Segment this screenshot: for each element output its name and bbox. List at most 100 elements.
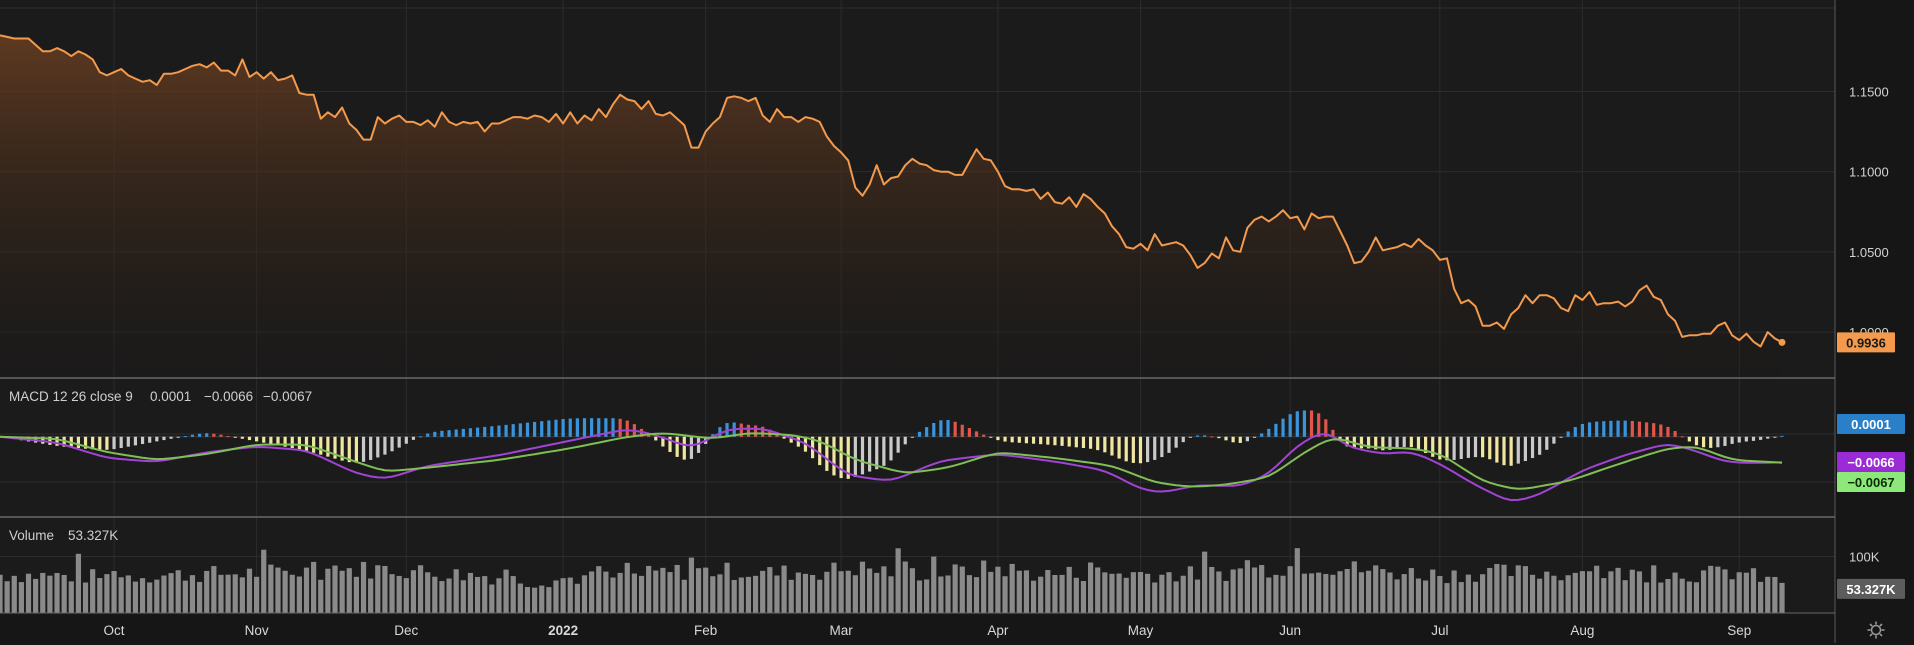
macd-histogram [0, 410, 1784, 479]
macd-histogram-bar [212, 433, 216, 437]
macd-histogram-bar [1331, 429, 1335, 437]
volume-bar [239, 577, 245, 613]
macd-histogram-bar [1701, 436, 1706, 448]
volume-bar [610, 577, 616, 613]
macd-tag-label: 0.0001 [1851, 417, 1891, 432]
macd-histogram-bar [490, 426, 494, 437]
volume-bar [90, 569, 96, 613]
volume-bar [1301, 573, 1308, 613]
volume-bar [446, 578, 452, 613]
volume-bar [18, 582, 24, 613]
macd-histogram-bar [290, 436, 294, 449]
volume-bar [1344, 568, 1350, 613]
macd-histogram-bar [604, 418, 608, 437]
volume-bar [161, 575, 167, 613]
date-label: Mar [829, 623, 853, 638]
macd-histogram-bar [1602, 421, 1606, 437]
macd-histogram-bar [1459, 436, 1463, 460]
volume-bar [574, 583, 580, 613]
macd-histogram-bar [133, 436, 138, 446]
volume-bar [1116, 573, 1122, 613]
volume-bar [1045, 570, 1051, 613]
volume-bar [218, 574, 224, 613]
volume-bar [196, 581, 203, 613]
volume-bar [724, 562, 730, 613]
date-label: Oct [104, 623, 125, 638]
volume-bar [1202, 551, 1208, 613]
volume-bar [1173, 581, 1179, 613]
macd-histogram-bar [996, 436, 1000, 441]
volume-title[interactable]: Volume [9, 528, 54, 543]
volume-bar [674, 564, 680, 613]
volume-bar [1729, 579, 1735, 613]
volume-bar [1451, 570, 1457, 613]
macd-histogram-bar [1110, 436, 1114, 456]
macd-histogram-bar [1445, 436, 1449, 461]
volume-bar [1558, 580, 1564, 613]
volume-bar [268, 564, 274, 613]
macd-tag-bg [1837, 452, 1905, 472]
macd-line [0, 427, 1783, 502]
macd-histogram-bar [1673, 431, 1677, 437]
macd-histogram-bar [925, 427, 929, 437]
macd-histogram-bar [240, 436, 244, 439]
macd-histogram-bar [582, 418, 587, 437]
volume-bar [325, 568, 331, 613]
volume-value: 53.327K [68, 528, 118, 543]
macd-title[interactable]: MACD 12 26 close 9 [9, 389, 133, 404]
macd-tag-label: −0.0066 [1847, 455, 1894, 470]
macd-histogram-bar [390, 436, 394, 452]
volume-bar [139, 578, 146, 613]
macd-histogram-bar [226, 436, 230, 438]
volume-bar [945, 575, 951, 613]
macd-histogram-bar [1153, 436, 1157, 460]
volume-bar [603, 571, 609, 613]
volume-bar [1651, 565, 1657, 613]
volume-bar [852, 575, 858, 613]
volume-tick-label: 100K [1849, 550, 1880, 565]
macd-histogram-bar [875, 436, 879, 470]
date-label: 2022 [548, 623, 578, 638]
volume-bar [246, 568, 253, 613]
volume-bar [403, 578, 409, 613]
volume-bar [867, 568, 873, 613]
volume-bar [1009, 563, 1015, 613]
macd-histogram-bar [1031, 436, 1036, 444]
macd-histogram-bar [853, 436, 857, 478]
macd-histogram-bar [1652, 423, 1656, 437]
macd-histogram-bar [255, 436, 259, 442]
macd-histogram-bar [718, 427, 722, 437]
volume-bar [874, 572, 880, 613]
macd-histogram-bar [1295, 411, 1299, 437]
macd-histogram-bar [1074, 436, 1078, 448]
volume-bar [189, 575, 196, 613]
macd-histogram-bar [1409, 436, 1413, 448]
volume-bar [560, 578, 566, 613]
volume-bar [924, 579, 930, 613]
volume-bar [1765, 576, 1771, 613]
macd-histogram-bar [1274, 423, 1278, 437]
volume-bar [432, 576, 438, 613]
svg-text:53.327K: 53.327K [1846, 582, 1896, 597]
macd-tag-bg [1837, 414, 1905, 434]
volume-bar [581, 575, 588, 613]
macd-histogram-bar [1780, 435, 1784, 437]
macd-histogram-bar [1466, 436, 1470, 458]
volume-bar [1223, 580, 1229, 613]
macd-histogram-bar [468, 428, 473, 437]
macd-histogram-bar [1260, 433, 1264, 437]
volume-bar [1750, 568, 1757, 613]
volume-bar [40, 572, 46, 613]
volume-bar [1736, 572, 1742, 613]
volume-bar [474, 576, 481, 613]
settings-gear-icon[interactable] [1866, 620, 1886, 640]
volume-bar [368, 578, 374, 613]
volume-bar [25, 573, 32, 613]
volume-bar [703, 567, 709, 613]
date-label: Dec [394, 623, 418, 638]
macd-histogram-bar [98, 436, 102, 450]
macd-histogram-bar [148, 436, 152, 443]
volume-bar [1073, 577, 1079, 613]
volume-bar [125, 575, 131, 613]
macd-histogram-bar [611, 418, 615, 437]
